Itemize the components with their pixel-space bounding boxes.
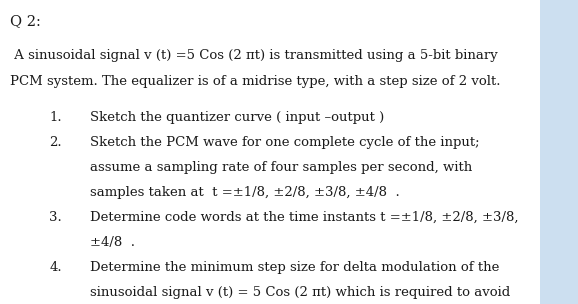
Text: Determine code words at the time instants t =±1/8, ±2/8, ±3/8,: Determine code words at the time instant… <box>90 211 518 224</box>
Text: samples taken at  t =±1/8, ±2/8, ±3/8, ±4/8  .: samples taken at t =±1/8, ±2/8, ±3/8, ±4… <box>90 186 399 199</box>
Text: Q 2:: Q 2: <box>10 14 41 28</box>
Text: 3.: 3. <box>49 211 62 224</box>
Text: 4.: 4. <box>49 261 62 274</box>
Text: Sketch the PCM wave for one complete cycle of the input;: Sketch the PCM wave for one complete cyc… <box>90 136 479 149</box>
Text: 2.: 2. <box>49 136 62 149</box>
Text: Determine the minimum step size for delta modulation of the: Determine the minimum step size for delt… <box>90 261 499 274</box>
Text: ±4/8  .: ±4/8 . <box>90 236 135 249</box>
Text: Sketch the quantizer curve ( input –output ): Sketch the quantizer curve ( input –outp… <box>90 111 384 124</box>
Text: A sinusoidal signal v (t) =5 Cos (2 πt) is transmitted using a 5-bit binary: A sinusoidal signal v (t) =5 Cos (2 πt) … <box>10 49 498 62</box>
FancyBboxPatch shape <box>0 0 540 304</box>
Text: 1.: 1. <box>49 111 62 124</box>
Text: assume a sampling rate of four samples per second, with: assume a sampling rate of four samples p… <box>90 161 472 174</box>
Text: PCM system. The equalizer is of a midrise type, with a step size of 2 volt.: PCM system. The equalizer is of a midris… <box>10 75 501 88</box>
Text: sinusoidal signal v (t) = 5 Cos (2 πt) which is required to avoid: sinusoidal signal v (t) = 5 Cos (2 πt) w… <box>90 286 510 299</box>
